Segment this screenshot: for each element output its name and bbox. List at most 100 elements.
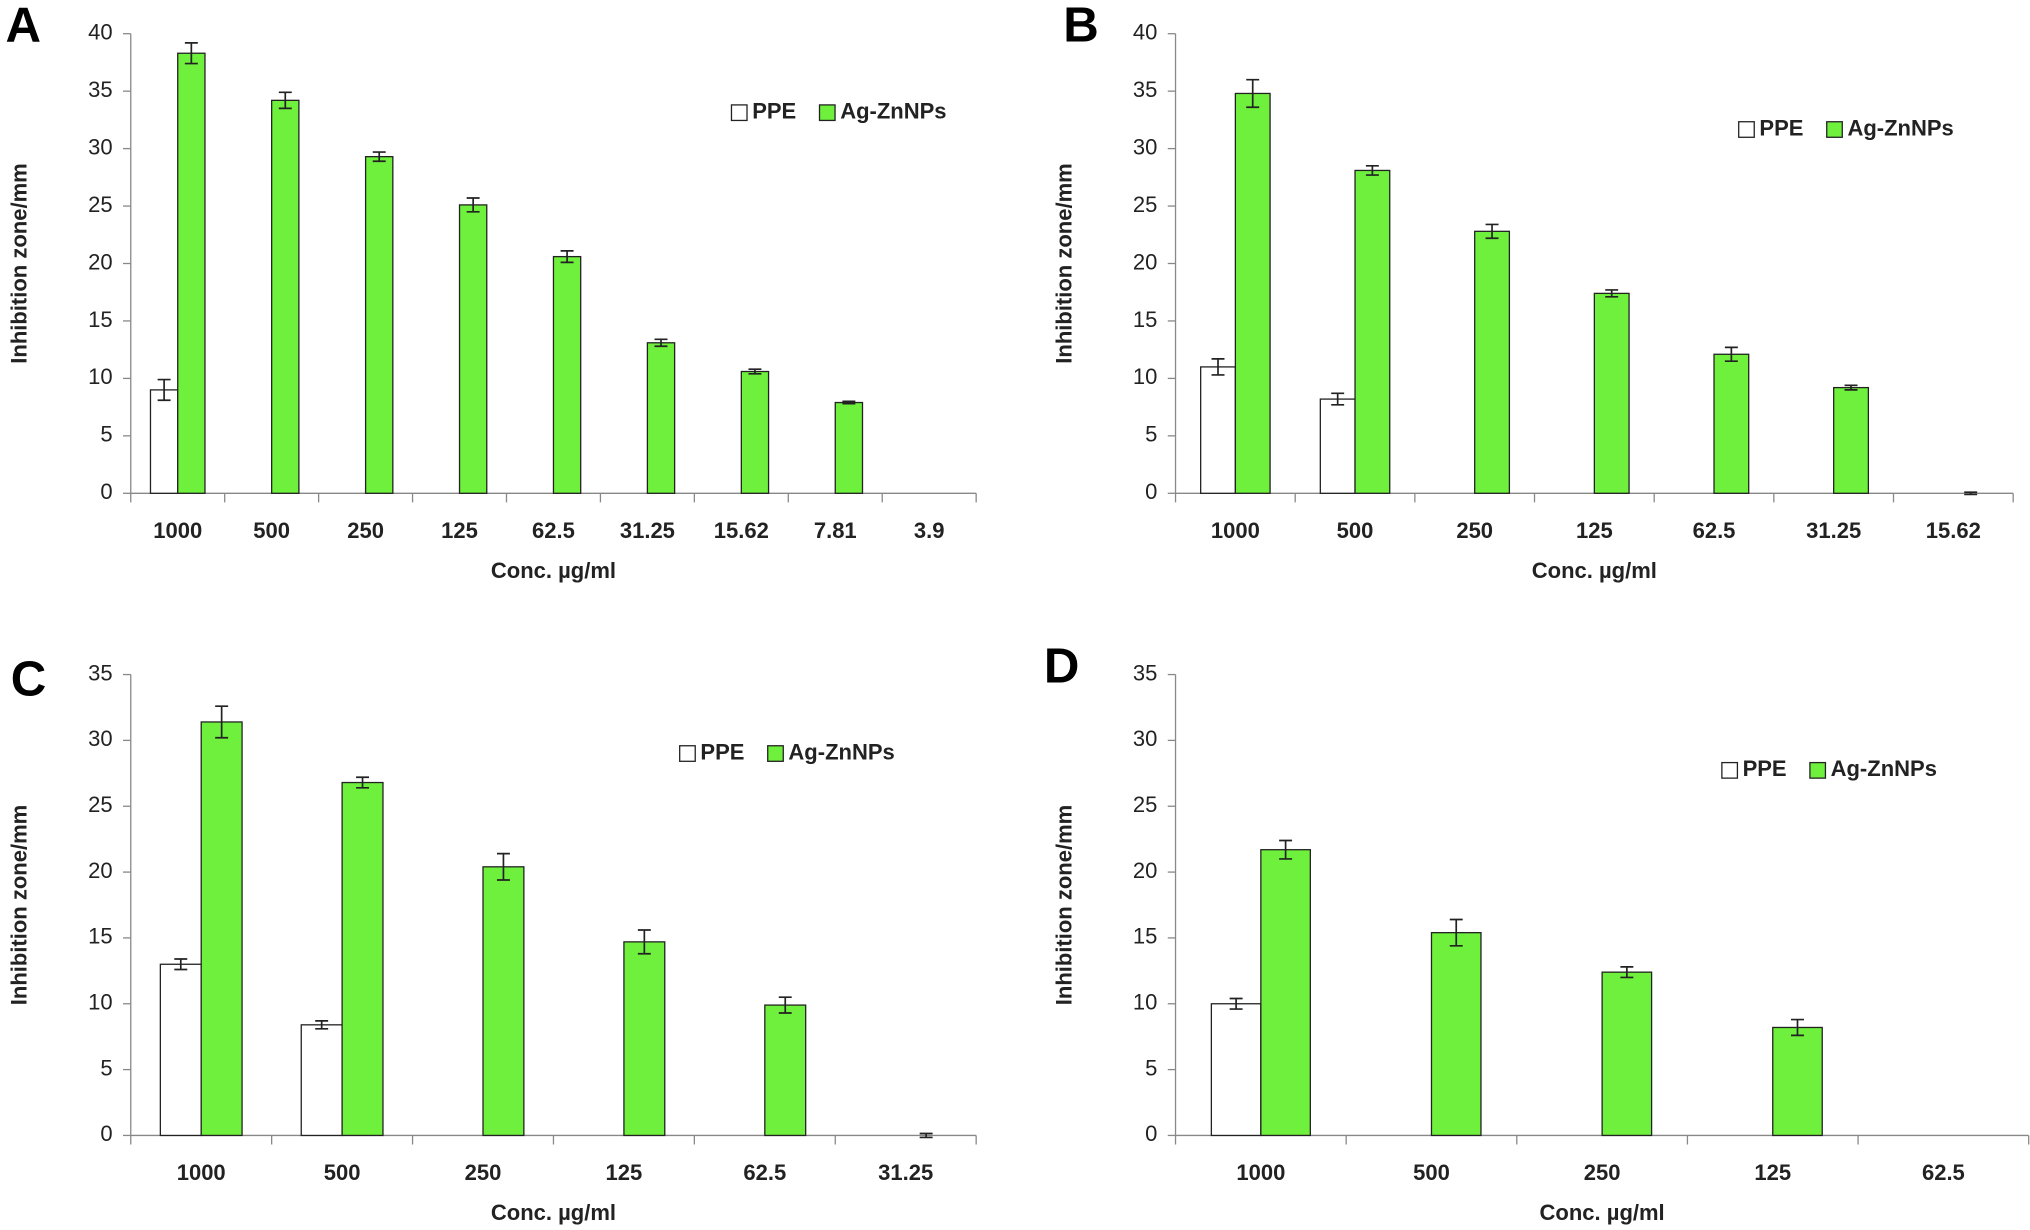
y-tick-label: 0 — [1145, 479, 1157, 504]
y-tick-label: 20 — [1133, 249, 1157, 274]
bar — [1354, 169, 1391, 494]
bar — [1260, 849, 1311, 1137]
error-bar — [1211, 358, 1225, 376]
y-tick-label: 20 — [88, 858, 112, 883]
bar — [552, 255, 582, 494]
error-bar — [496, 852, 510, 881]
y-tick-label: 20 — [1133, 858, 1157, 883]
error-bar — [356, 776, 370, 789]
legend-swatch — [730, 104, 748, 122]
error-bar — [1279, 839, 1293, 860]
y-tick-label: 10 — [1133, 364, 1157, 389]
error-bar — [466, 197, 480, 213]
legend-swatch — [1738, 121, 1755, 138]
bar — [271, 99, 300, 494]
x-tick-label: 250 — [1584, 1160, 1621, 1185]
error-bar — [560, 250, 574, 264]
panel-label: A — [6, 0, 42, 53]
y-tick-label: 35 — [88, 660, 112, 685]
y-tick-label: 25 — [88, 192, 112, 217]
bar — [200, 721, 243, 1137]
y-axis-title: Inhibition zone/mm — [7, 163, 32, 363]
legend-label: PPE — [700, 739, 744, 764]
error-bar — [778, 996, 792, 1014]
y-axis-title: Inhibition zone/mm — [1051, 163, 1076, 363]
y-tick-label: 40 — [1133, 20, 1157, 45]
panel-label: B — [1063, 0, 1099, 53]
legend-label: PPE — [1759, 115, 1803, 140]
error-bar — [1229, 997, 1243, 1010]
y-tick-label: 15 — [1133, 924, 1157, 949]
error-bar — [1724, 346, 1738, 363]
y-tick-label: 25 — [88, 792, 112, 817]
y-tick-label: 30 — [1133, 726, 1157, 751]
bar — [1593, 292, 1630, 494]
x-axis-title: Conc. µg/ml — [1532, 558, 1657, 583]
y-tick-label: 0 — [100, 479, 112, 504]
bar — [1833, 386, 1870, 494]
x-tick-label: 1000 — [1236, 1160, 1285, 1185]
x-tick-label: 500 — [324, 1160, 361, 1185]
bar — [646, 342, 676, 494]
y-tick-label: 10 — [88, 364, 112, 389]
bar — [1234, 92, 1271, 494]
x-axis-title: Conc. µg/ml — [491, 558, 616, 583]
legend-swatch — [679, 745, 696, 762]
x-tick-label: 250 — [347, 518, 384, 543]
error-bar — [1331, 392, 1345, 406]
x-tick-label: 1000 — [1211, 518, 1260, 543]
bar — [159, 963, 202, 1137]
x-tick-label: 500 — [253, 518, 290, 543]
y-tick-label: 35 — [1133, 77, 1157, 102]
error-bar — [174, 958, 188, 971]
x-tick-label: 15.62 — [1926, 518, 1981, 543]
y-tick-label: 5 — [1145, 1055, 1157, 1080]
bar — [740, 370, 770, 494]
y-tick-label: 30 — [88, 726, 112, 751]
error-bar — [315, 1020, 329, 1030]
error-bar — [654, 338, 668, 348]
y-tick-label: 25 — [1133, 792, 1157, 817]
legend-label: Ag-ZnNPs — [1831, 756, 1937, 781]
x-tick-label: 7.81 — [814, 518, 857, 543]
legend-swatch — [1826, 121, 1843, 138]
bar — [482, 866, 525, 1137]
x-tick-label: 62.5 — [532, 518, 575, 543]
bar — [1430, 932, 1482, 1137]
x-tick-label: 500 — [1413, 1160, 1450, 1185]
y-tick-label: 5 — [1145, 422, 1157, 447]
legend-swatch — [1721, 761, 1739, 779]
bar — [1319, 398, 1356, 494]
x-tick-label: 62.5 — [1693, 518, 1736, 543]
y-axis-title: Inhibition zone/mm — [1051, 805, 1076, 1005]
error-bar — [1844, 384, 1858, 391]
error-bar — [215, 705, 229, 739]
y-tick-label: 40 — [88, 20, 112, 45]
x-tick-label: 62.5 — [743, 1160, 786, 1185]
x-tick-label: 125 — [441, 518, 478, 543]
bar — [341, 781, 384, 1137]
error-bar — [1485, 223, 1499, 240]
bar — [177, 52, 206, 494]
x-tick-label: 31.25 — [1806, 518, 1861, 543]
y-tick-label: 15 — [1133, 307, 1157, 332]
error-bar — [157, 378, 171, 402]
x-tick-label: 250 — [465, 1160, 502, 1185]
x-tick-label: 125 — [1576, 518, 1613, 543]
error-bar — [1964, 491, 1978, 496]
x-tick-label: 250 — [1456, 518, 1493, 543]
y-tick-label: 10 — [1133, 990, 1157, 1015]
bar — [623, 941, 666, 1137]
bar — [834, 401, 864, 494]
bar — [1713, 353, 1750, 494]
legend-label: Ag-ZnNPs — [1847, 115, 1953, 140]
x-tick-label: 125 — [1754, 1160, 1791, 1185]
y-tick-label: 0 — [100, 1121, 112, 1146]
y-tick-label: 5 — [100, 1055, 112, 1080]
bar — [1772, 1026, 1823, 1137]
legend-label: PPE — [752, 98, 796, 123]
error-bar — [1365, 164, 1379, 176]
x-axis-title: Conc. µg/ml — [1540, 1200, 1665, 1225]
bar — [1200, 366, 1237, 494]
